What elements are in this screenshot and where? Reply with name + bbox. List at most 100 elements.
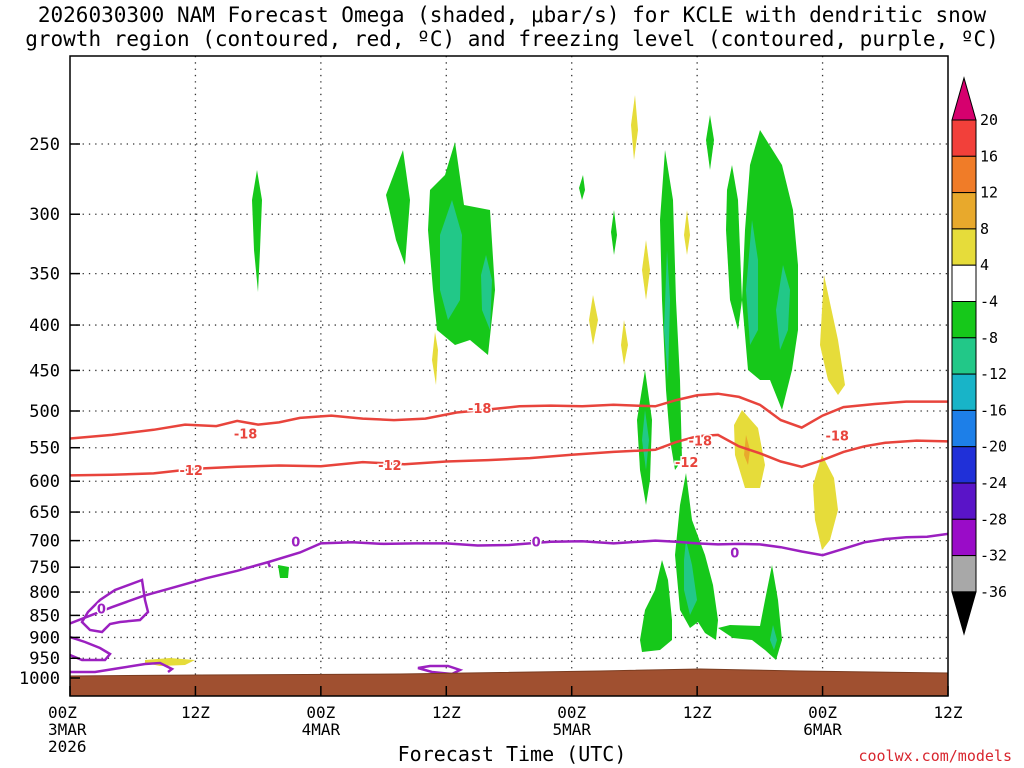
chart-title-line-2: growth region (contoured, red, ºC) and f… [25,27,999,51]
contour-label: -12 [179,464,203,479]
y-tick-label: 600 [29,472,60,492]
omega-blob [660,150,682,470]
omega-blob [684,210,690,255]
contour-label: -12 [675,456,699,471]
credit-text: coolwx.com/models [858,747,1012,765]
y-tick-label: 900 [29,628,60,648]
plot-frame [69,55,949,697]
colorbar-swatch [951,301,977,339]
y-tick-label: 450 [29,361,60,381]
omega-blob [706,115,714,170]
omega-blob [440,200,462,320]
contour-line--12 [70,433,948,477]
x-tick-label: 12Z [432,703,461,722]
contour-label: 0 [532,536,541,551]
contour-label: -18 [825,430,849,445]
y-tick-label: 1000 [19,669,60,689]
y-tick-label: 800 [29,583,60,603]
x-tick-label: 00Z [808,703,837,722]
omega-blob [675,473,718,640]
y-tick-label: 400 [29,316,60,336]
freezing-contour-segment [266,561,272,568]
x-tick-label: 00Z [306,703,335,722]
colorbar-label: -12 [980,365,1007,383]
omega-blob [278,565,289,578]
y-tick-label: 750 [29,558,60,578]
freezing-extra-contours [70,561,464,676]
x-tick-label: 2026 [48,737,87,756]
colorbar-label: 12 [980,184,998,202]
colorbar: 20 16 12 8 4 -4 -8 -12 -16 -20 -24 -28 -32 -36 [951,76,1007,636]
omega-blob [611,210,617,255]
y-tick-label: 950 [29,649,60,669]
colorbar-label: -32 [980,547,1007,565]
omega-blob [642,410,649,470]
x-tick-label: 6MAR [803,720,842,739]
omega-blob [642,240,650,300]
contour-line-0 [70,532,948,625]
x-tick-label: 12Z [683,703,712,722]
freezing-contour-segment [70,635,112,662]
contour-label: -18 [234,427,258,442]
omega-blob [481,255,492,330]
omega-blob [820,275,845,395]
colorbar-label: -8 [980,329,998,347]
colorbar-label: 8 [980,220,989,238]
colorbar-label: -16 [980,401,1007,419]
omega-blob [726,165,742,330]
omega-blob [770,625,777,650]
omega-blob [718,565,782,660]
freezing-contour-segment [70,661,175,674]
omega-blob [432,332,438,385]
colorbar-label: 20 [980,111,998,129]
omega-blob [776,265,790,350]
omega-blob [621,320,628,365]
colorbar-swatch [951,192,977,230]
x-axis-label: Forecast Time (UTC) [397,742,627,766]
colorbar-arrow-bottom [951,591,977,636]
freezing-contour-loop [80,578,150,634]
colorbar-arrow-top [951,76,977,121]
y-tick-label: 300 [29,205,60,225]
x-tick-label: 00Z [48,703,77,722]
colorbar-swatch [951,119,977,157]
omega-blob [386,150,410,265]
omega-blob [252,170,262,292]
colorbar-swatch [951,337,977,375]
contour-label: -18 [689,435,713,450]
colorbar-label: -4 [980,293,998,311]
colorbar-swatch [951,518,977,557]
colorbar-swatch [951,409,977,448]
omega-blob [640,560,672,652]
omega-blob [684,540,697,615]
colorbar-label: 4 [980,256,989,274]
y-tick-label: 250 [29,135,60,155]
colorbar-label: 16 [980,147,998,165]
colorbar-swatch [951,228,977,266]
omega-blob [579,175,585,200]
y-tick-label: 350 [29,265,60,285]
contour-lines [70,392,948,625]
chart-title-line-1: 2026030300 NAM Forecast Omega (shaded, μ… [37,3,987,27]
x-tick-label: 12Z [934,703,963,722]
colorbar-swatch [951,446,977,484]
x-tick-label: 3MAR [48,720,87,739]
omega-shading [145,95,845,666]
y-tick-label: 650 [29,503,60,523]
x-tick-label: 5MAR [552,720,591,739]
contour-label: 0 [730,547,739,562]
colorbar-swatch [951,373,977,411]
y-tick-label: 550 [29,439,60,459]
y-tick-label: 500 [29,402,60,422]
freezing-contour-loop [417,664,464,676]
omega-blob [746,220,758,345]
plot-area [70,56,948,696]
omega-blob [589,295,598,345]
y-tick-label: 850 [29,606,60,626]
x-tick-label: 12Z [181,703,210,722]
colorbar-label: -36 [980,583,1007,601]
colorbar-swatch [951,155,977,194]
colorbar-label: -24 [980,474,1007,492]
contour-line--18 [70,392,948,440]
